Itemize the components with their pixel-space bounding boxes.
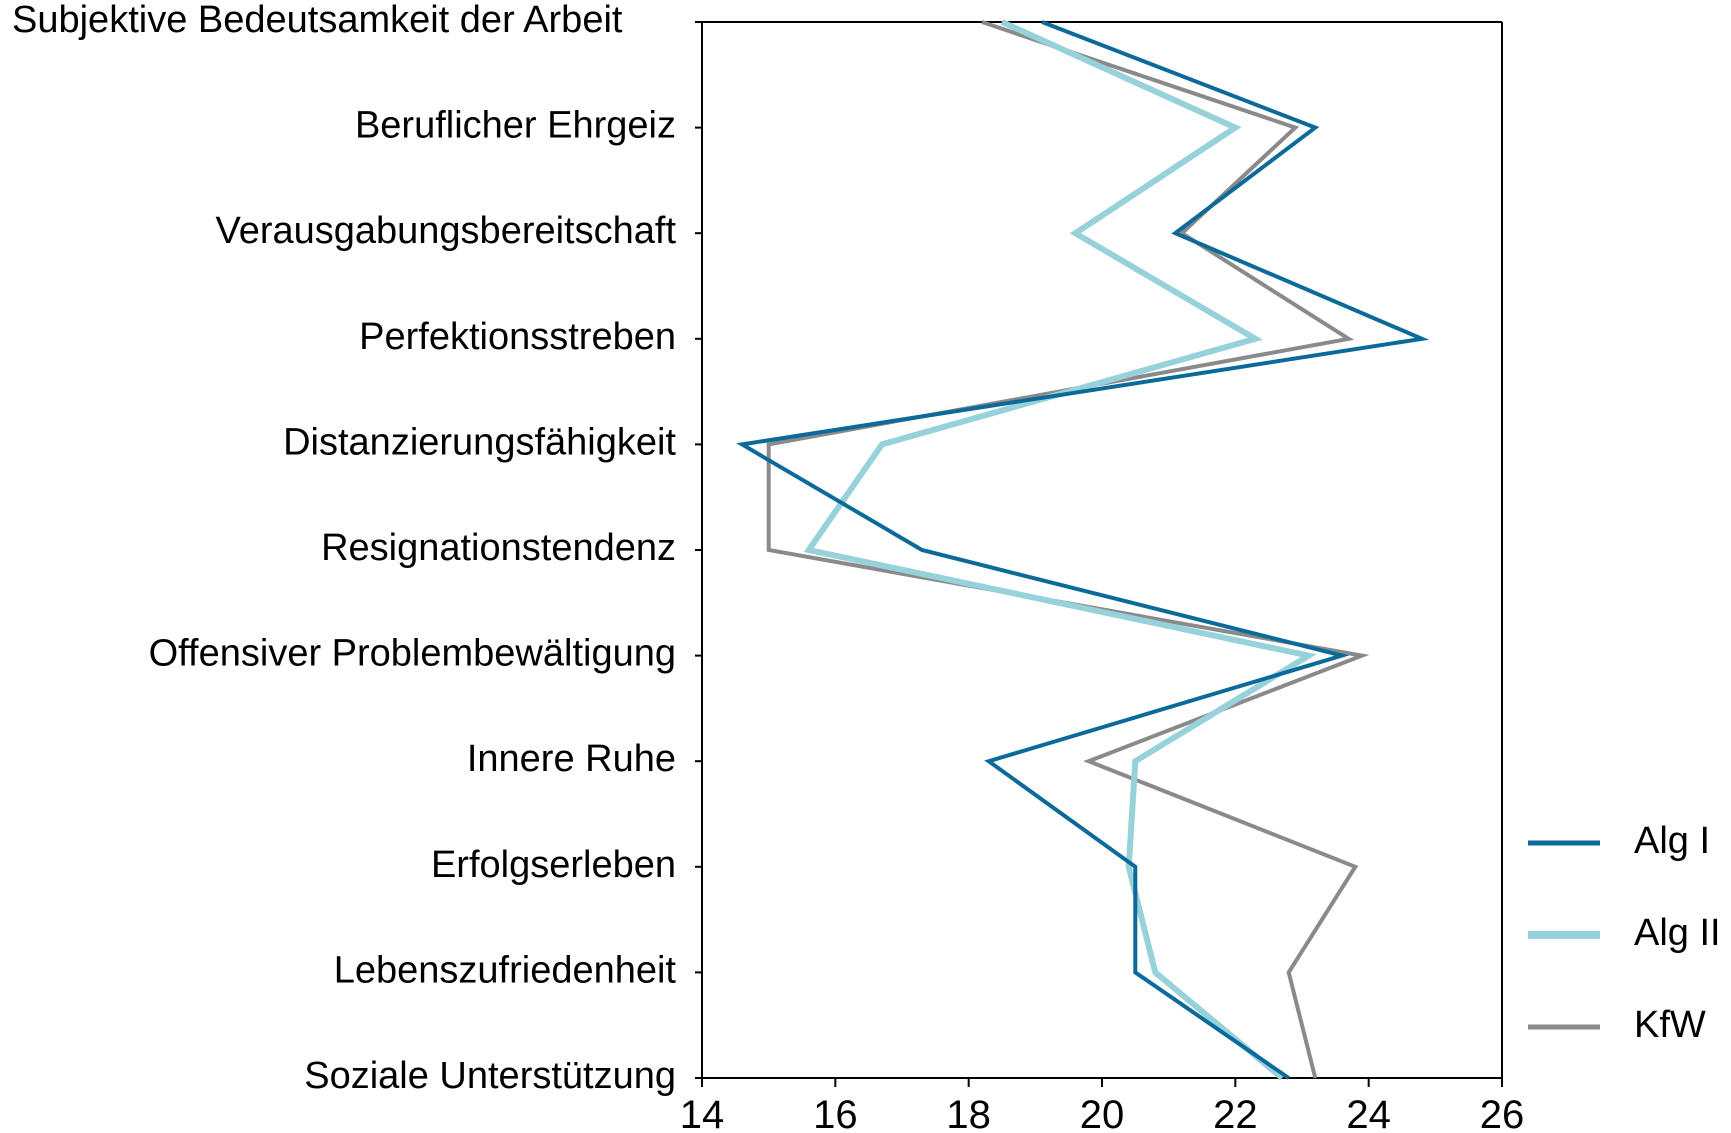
series-line-kfw — [766, 20, 1370, 1079]
category-label: Resignationstendenz — [321, 527, 676, 569]
data-point-alg-i — [1134, 866, 1136, 868]
data-point-kfw — [1361, 655, 1363, 657]
data-point-alg-i — [1421, 338, 1423, 340]
data-point-alg-ii — [808, 549, 810, 551]
data-point-alg-i — [988, 760, 990, 762]
data-point-kfw — [768, 443, 770, 445]
category-label: Innere Ruhe — [467, 738, 676, 780]
data-point-alg-ii — [1134, 760, 1136, 762]
category-label: Subjektive Bedeutsamkeit der Arbeit — [12, 0, 623, 41]
category-label: Erfolgserleben — [431, 844, 676, 886]
data-point-kfw — [1181, 232, 1183, 234]
series-line-alg-ii — [803, 19, 1317, 1081]
x-tick-label: 16 — [813, 1093, 858, 1133]
category-label: Perfektionsstreben — [359, 316, 676, 358]
legend-label: Alg II — [1634, 912, 1721, 954]
data-point-kfw — [1314, 1077, 1316, 1079]
data-point-kfw — [1294, 127, 1296, 129]
x-tick-label: 24 — [1346, 1093, 1391, 1133]
data-point-alg-i — [741, 443, 743, 445]
data-point-alg-i — [1288, 1077, 1290, 1079]
data-point-kfw — [981, 21, 983, 23]
data-point-alg-ii — [1001, 21, 1003, 23]
data-point-alg-ii — [1254, 338, 1256, 340]
data-point-alg-ii — [1281, 1077, 1283, 1079]
legend: Alg I Alg II KfW — [1528, 820, 1721, 1046]
data-point-kfw — [768, 549, 770, 551]
data-point-alg-ii — [881, 443, 883, 445]
x-tick-label: 20 — [1080, 1093, 1125, 1133]
data-point-kfw — [1348, 338, 1350, 340]
x-tick-label: 18 — [946, 1093, 991, 1133]
category-label: Verausgabungsbereitschaft — [215, 210, 676, 252]
x-tick-label: 26 — [1480, 1093, 1525, 1133]
data-point-kfw — [1354, 866, 1356, 868]
legend-label: Alg I — [1634, 820, 1710, 862]
data-point-kfw — [1088, 760, 1090, 762]
x-tick-label: 22 — [1213, 1093, 1258, 1133]
data-point-alg-i — [1341, 655, 1343, 657]
category-label: Soziale Unterstützung — [304, 1055, 676, 1097]
category-label: Lebenszufriedenheit — [334, 949, 677, 991]
data-point-alg-i — [921, 549, 923, 551]
data-point-alg-i — [1134, 971, 1136, 973]
category-labels: Subjektive Bedeutsamkeit der Arbeit Beruf… — [12, 0, 702, 1097]
data-point-kfw — [1288, 971, 1290, 973]
category-label: Offensiver Problembewältigung — [149, 633, 676, 675]
category-label: Distanzierungsfähigkeit — [283, 421, 676, 463]
x-axis-ticks: 14 16 18 20 22 24 26 — [680, 1078, 1525, 1133]
data-point-alg-ii — [1234, 127, 1236, 129]
data-point-alg-i — [1174, 232, 1176, 234]
series-lines — [736, 19, 1430, 1081]
data-point-alg-i — [1041, 21, 1043, 23]
data-point-alg-ii — [1154, 971, 1156, 973]
legend-label: KfW — [1634, 1004, 1706, 1046]
data-point-alg-ii — [1128, 866, 1130, 868]
data-point-alg-ii — [1308, 655, 1310, 657]
data-point-alg-ii — [1074, 232, 1076, 234]
data-point-alg-i — [1314, 127, 1316, 129]
category-label: Beruflicher Ehrgeiz — [355, 105, 676, 147]
x-tick-label: 14 — [680, 1093, 725, 1133]
